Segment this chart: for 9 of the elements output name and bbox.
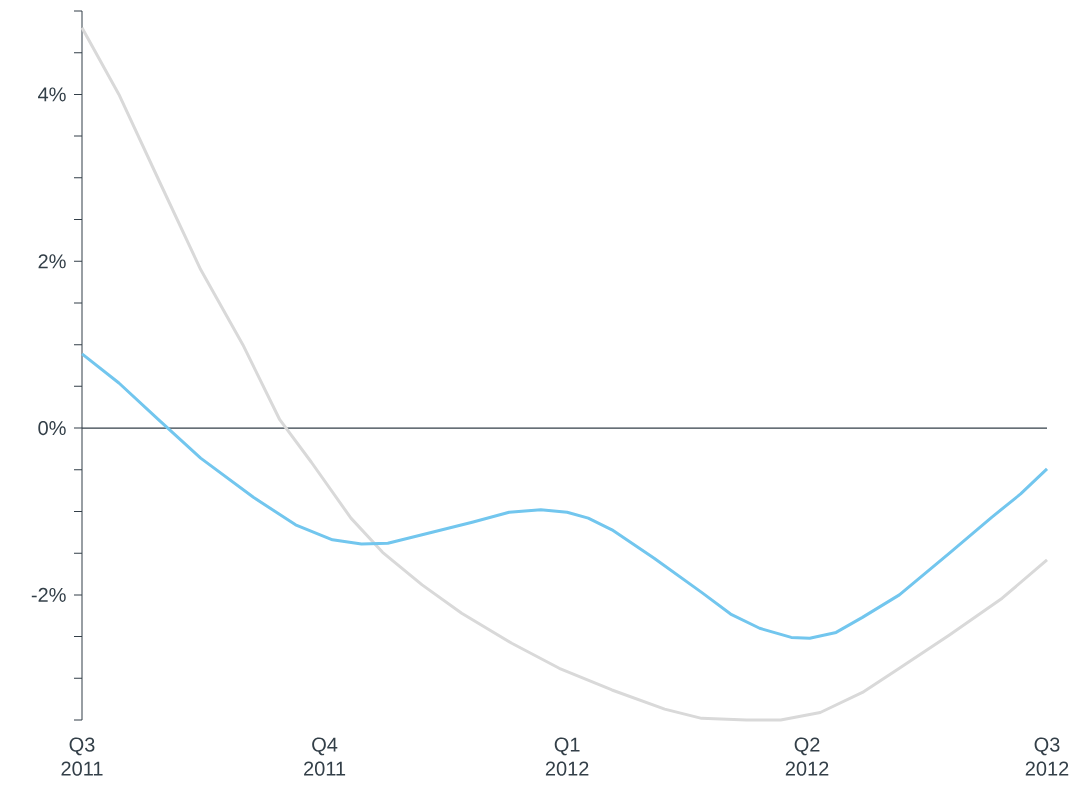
y-tick-label: -2% xyxy=(31,587,66,602)
x-tick-label: Q3 2011 xyxy=(61,737,103,776)
y-tick-label: 2% xyxy=(38,254,66,269)
x-tick-label: Q3 2012 xyxy=(1025,737,1069,776)
x-tick-label: Q2 2012 xyxy=(785,737,829,776)
y-tick-label: 0% xyxy=(38,420,66,436)
x-tick-label: Q1 2012 xyxy=(545,737,589,776)
x-tick-label: Q4 2011 xyxy=(304,737,346,776)
y-tick-label: 4% xyxy=(38,87,66,102)
